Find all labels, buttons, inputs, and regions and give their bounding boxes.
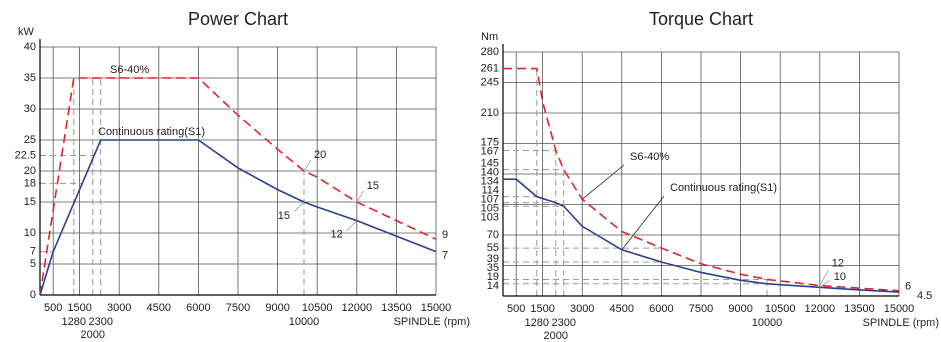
label-leader: [621, 195, 665, 251]
y-tick-label: 280: [481, 46, 499, 58]
y-tick-label: 10: [24, 227, 36, 239]
x-tick-label: 2300: [551, 317, 575, 329]
series-name: S6-40%: [630, 151, 669, 163]
series-line: [503, 67, 900, 292]
x-tick-label: 7500: [226, 302, 250, 314]
x-tick-label: 15000: [421, 302, 452, 314]
series-line: [39, 77, 437, 296]
y-axis-label: kW: [18, 26, 35, 38]
x-tick-label: 15000: [884, 303, 915, 315]
y-tick-label: 22.5: [15, 149, 36, 161]
y-tick-label: 35: [24, 72, 36, 84]
y-tick-label: 107: [481, 193, 499, 205]
x-tick-label: 10000: [752, 317, 783, 329]
y-tick-label: 7: [30, 246, 36, 258]
x-tick-label: 10000: [289, 316, 320, 328]
y-tick-label: 261: [481, 62, 499, 74]
y-tick-label: 25: [24, 134, 36, 146]
x-tick-label: 10500: [765, 303, 796, 315]
y-tick-label: 40: [24, 41, 36, 53]
y-tick-label: 19: [487, 271, 499, 283]
y-tick-label: 210: [481, 107, 499, 119]
value-label: 6: [905, 281, 911, 293]
y-tick-label: 245: [481, 76, 499, 88]
y-tick-label: 14: [487, 280, 499, 292]
y-tick-label: 70: [487, 229, 499, 241]
x-tick-label: 9000: [265, 302, 289, 314]
series-name: Continuous rating(S1): [670, 182, 777, 194]
x-tick-label: 3000: [570, 303, 594, 315]
x-tick-label: 2000: [81, 329, 105, 341]
x-tick-label: 12000: [805, 303, 836, 315]
x-tick-label: 1280: [525, 317, 549, 329]
value-label: 9: [442, 229, 448, 241]
y-tick-label: 0: [30, 289, 36, 301]
x-tick-label: 2300: [88, 316, 112, 328]
y-tick-label: 103: [481, 211, 499, 223]
x-tick-label: 6000: [186, 302, 210, 314]
x-tick-label: 500: [507, 303, 525, 315]
value-label: 15: [367, 180, 379, 192]
label-leader: [293, 201, 305, 213]
y-tick-label: 35: [487, 262, 499, 274]
x-axis-label: SPINDLE (rpm): [394, 316, 470, 328]
label-leader: [346, 220, 358, 231]
x-tick-label: 3000: [107, 302, 131, 314]
value-label: 20: [314, 149, 326, 161]
x-tick-label: 10500: [302, 302, 333, 314]
y-tick-label: 145: [481, 157, 499, 169]
value-label: 10: [834, 271, 846, 283]
x-axis-label: SPINDLE (rpm): [863, 317, 939, 329]
y-tick-label: 20: [24, 165, 36, 177]
x-tick-label: 1280: [62, 316, 86, 328]
y-tick-label: 114: [481, 184, 499, 196]
y-tick-label: 39: [487, 253, 499, 265]
y-tick-label: 134: [481, 175, 499, 187]
x-tick-label: 12000: [342, 302, 373, 314]
value-label: 7: [442, 250, 448, 262]
value-label: 4.5: [917, 290, 932, 302]
series-line: [503, 178, 900, 293]
y-tick-label: 105: [481, 202, 499, 214]
series-name: S6-40%: [110, 64, 149, 76]
label-leader: [819, 269, 829, 286]
x-tick-label: 6000: [649, 303, 673, 315]
value-label: 12: [832, 257, 844, 269]
chart-title: Torque Chart: [649, 9, 753, 29]
x-tick-label: 9000: [728, 303, 752, 315]
y-tick-label: 55: [487, 242, 499, 254]
y-tick-label: 140: [481, 166, 499, 178]
x-tick-label: 1500: [67, 302, 91, 314]
y-tick-label: 15: [24, 196, 36, 208]
x-tick-label: 13500: [844, 303, 875, 315]
label-leader: [303, 159, 312, 172]
x-tick-label: 500: [44, 302, 62, 314]
value-label: 15: [278, 210, 290, 222]
label-leader: [581, 164, 625, 200]
y-tick-label: 18: [24, 177, 36, 189]
chart-title: Power Chart: [188, 9, 288, 29]
series-name: Continuous rating(S1): [98, 126, 205, 138]
label-leader: [356, 190, 365, 203]
value-label: 12: [331, 229, 343, 241]
y-tick-label: 175: [481, 136, 499, 148]
y-tick-label: 30: [24, 103, 36, 115]
x-tick-label: 4500: [610, 303, 634, 315]
x-tick-label: 7500: [689, 303, 713, 315]
series-line: [39, 139, 437, 296]
y-axis-label: Nm: [481, 31, 498, 43]
y-tick-label: 5: [30, 258, 36, 270]
y-tick-label: 167: [481, 145, 499, 157]
label-leader: [819, 279, 830, 288]
x-tick-label: 13500: [381, 302, 412, 314]
x-tick-label: 4500: [147, 302, 171, 314]
x-tick-label: 2000: [544, 330, 568, 342]
x-tick-label: 1500: [530, 303, 554, 315]
